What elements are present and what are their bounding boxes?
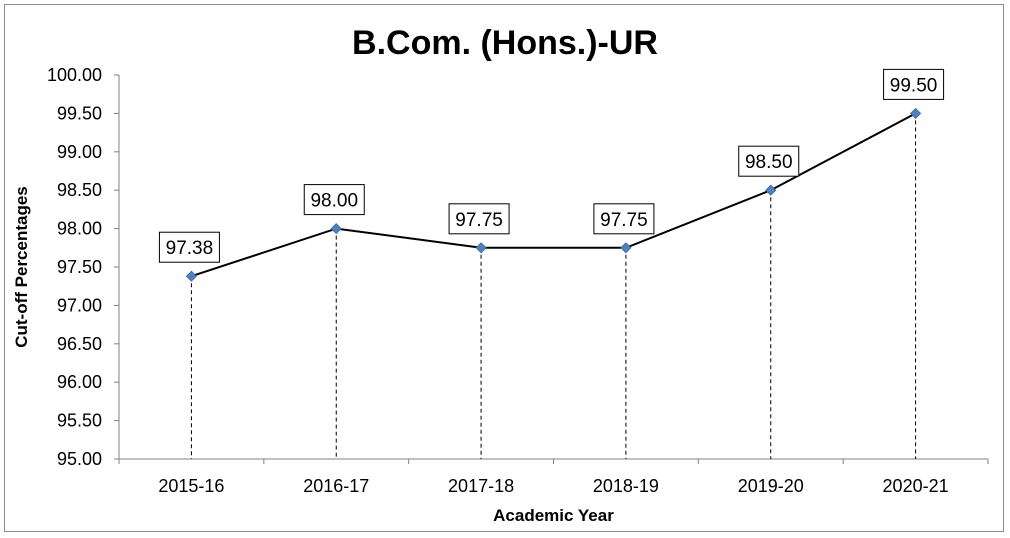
axes: 95.00 95.50 96.00 96.50 97.00 97.50 98.00 98.50…: [47, 65, 989, 496]
y-tick-label: 95.00: [57, 449, 102, 469]
y-tick-label: 100.00: [47, 65, 102, 85]
x-axis-title: Academic Year: [493, 506, 614, 525]
x-tick-label: 2020-21: [883, 476, 949, 496]
data-label-box: [738, 145, 800, 177]
data-label: 97.75: [600, 210, 648, 231]
y-tick-label: 99.50: [57, 103, 102, 123]
data-point-marker: [910, 107, 922, 119]
data-point-marker: [620, 242, 632, 254]
x-tick-label: 2017-18: [448, 476, 514, 496]
data-label: 99.50: [890, 75, 938, 96]
data-point-marker: [330, 223, 342, 235]
data-label-box: [883, 68, 945, 100]
y-tick-label: 96.50: [57, 334, 102, 354]
drop-lines: [190, 113, 917, 459]
chart-title: B.Com. (Hons.)-UR: [352, 24, 658, 62]
data-point-marker: [475, 242, 487, 254]
data-label-box: [593, 203, 655, 235]
y-tick-label: 96.00: [57, 372, 102, 392]
data-point-marker: [185, 270, 197, 282]
y-tick-label: 99.00: [57, 142, 102, 162]
x-tick-label: 2015-16: [158, 476, 224, 496]
data-point-marker: [765, 184, 777, 196]
series-line-group: [185, 107, 922, 282]
y-tick-label: 98.00: [57, 219, 102, 239]
y-axis-title: Cut-off Percentages: [12, 186, 31, 348]
y-tick-label: 98.50: [57, 180, 102, 200]
data-label: 97.38: [166, 238, 214, 259]
y-tick-label: 95.50: [57, 411, 102, 431]
x-tick-label: 2016-17: [303, 476, 369, 496]
data-labels: 97.38 98.00 97.75 97.75 98.50 99.50: [158, 68, 945, 263]
series-line: [191, 112, 917, 278]
data-label-box: [303, 184, 365, 216]
x-tick-label: 2018-19: [593, 476, 659, 496]
data-label-box: [448, 203, 510, 235]
y-tick-label: 97.00: [57, 295, 102, 315]
data-label: 97.75: [455, 210, 503, 231]
chart-frame: [4, 4, 1004, 532]
data-label: 98.00: [310, 191, 358, 212]
data-label-box: [158, 231, 220, 263]
x-tick-label: 2019-20: [738, 476, 804, 496]
y-tick-label: 97.50: [57, 257, 102, 277]
data-label: 98.50: [745, 152, 793, 173]
